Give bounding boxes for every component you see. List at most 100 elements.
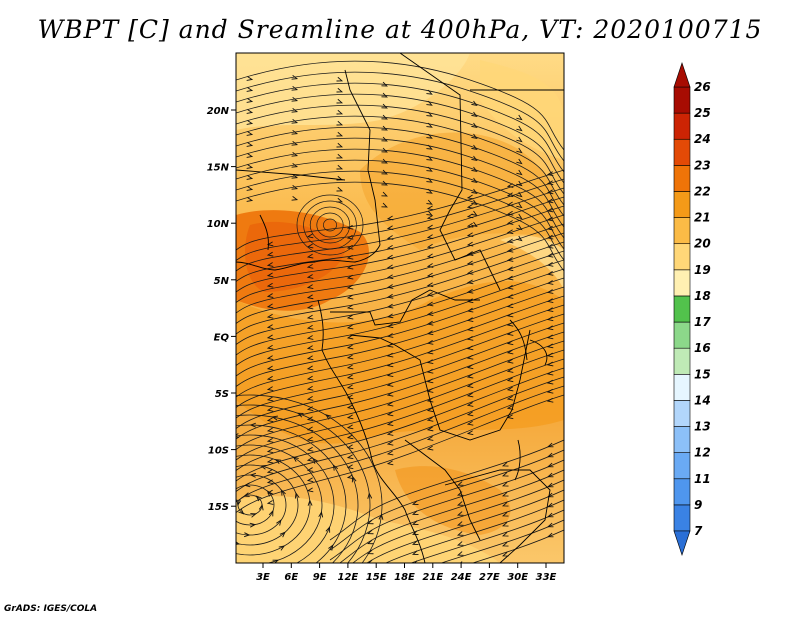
- streamline-arrow: [325, 564, 331, 570]
- streamline-arrow: [546, 397, 554, 403]
- streamline-arrow: [506, 192, 514, 198]
- streamline-arrow: [246, 109, 254, 114]
- colorbar-label: 19: [694, 263, 711, 277]
- border-sudan-libya: [399, 53, 501, 291]
- streamline-arrow: [366, 529, 374, 535]
- lon-tick-label: 12E: [338, 572, 359, 583]
- colorbar-segment: [673, 452, 691, 480]
- streamline-arrow: [546, 442, 554, 448]
- streamline-arrow: [426, 144, 433, 150]
- streamline-arrow: [426, 436, 434, 441]
- lon-tick-label: 24E: [451, 572, 472, 583]
- streamline-arrow: [386, 391, 394, 397]
- streamline-arrow: [386, 225, 394, 231]
- streamline-arrow: [381, 81, 388, 87]
- streamline-arrow: [501, 471, 509, 477]
- streamline: [236, 241, 564, 335]
- streamline-arrow: [426, 407, 434, 413]
- streamline-arrow: [346, 304, 354, 310]
- streamline-arrow: [306, 467, 314, 472]
- streamline-arrow: [506, 210, 514, 216]
- streamline-arrow: [266, 500, 274, 505]
- streamline-arrow: [426, 416, 434, 422]
- streamline-arrow: [258, 503, 264, 511]
- streamline-arrow: [386, 333, 394, 338]
- streamline-arrow: [336, 76, 344, 82]
- streamline-arrow: [306, 477, 314, 483]
- colorbar-segment: [673, 112, 691, 140]
- streamline-arrow: [506, 284, 514, 290]
- streamline-arrow: [386, 411, 394, 417]
- streamline-arrow: [506, 405, 514, 410]
- streamline-arrow: [366, 539, 374, 545]
- colorbar-label: 25: [694, 106, 711, 120]
- streamline-arrow: [306, 243, 314, 249]
- streamline-arrow: [471, 210, 478, 216]
- border-central-africa: [330, 289, 480, 326]
- streamline-arrow: [516, 125, 523, 132]
- streamline-arrow: [346, 394, 354, 400]
- streamline-arrow: [411, 510, 419, 515]
- colorbar-label: 21: [694, 211, 711, 225]
- streamline-arrow: [266, 427, 274, 433]
- streamline-arrow: [266, 386, 274, 392]
- streamline-arrow: [336, 164, 344, 170]
- streamline: [236, 82, 564, 173]
- streamline-arrow: [249, 422, 257, 428]
- streamline-arrow: [426, 224, 434, 230]
- country-borders: [236, 53, 564, 563]
- streamline-arrow: [546, 472, 554, 478]
- streamline-arrow: [243, 492, 250, 497]
- streamline: [236, 340, 564, 450]
- streamline-arrow: [466, 383, 474, 388]
- streamline-arrow: [162, 539, 168, 545]
- shade-22-south: [395, 466, 511, 535]
- streamline-arrow: [386, 244, 394, 250]
- colorbar-label: 15: [694, 367, 711, 381]
- streamline-arrow: [466, 336, 474, 341]
- colorbar-segment: [673, 86, 691, 114]
- streamline-arrow: [386, 215, 394, 221]
- colorbar-label: 16: [694, 341, 711, 355]
- colorbar-label: 11: [694, 472, 711, 486]
- streamline-arrow: [426, 426, 434, 432]
- streamline-arrow: [182, 546, 188, 552]
- streamline-arrow: [266, 344, 274, 350]
- streamline-arrow: [546, 502, 554, 508]
- streamline-arrow: [346, 284, 354, 290]
- streamline: [236, 104, 564, 195]
- streamline-arrow: [506, 331, 514, 336]
- streamline-arrow: [546, 532, 554, 538]
- streamline-arrow: [266, 262, 274, 267]
- lat-tick-label: 10S: [208, 446, 229, 457]
- lat-tick-label: 5S: [215, 389, 229, 400]
- streamline-arrow: [336, 142, 344, 148]
- streamline-arrow: [367, 600, 373, 605]
- streamline-arrow: [426, 320, 434, 326]
- streamline-arrow: [501, 481, 509, 487]
- streamline-arrow: [426, 272, 434, 278]
- streamline-arrow: [456, 511, 464, 516]
- chart-title: WBPT [C] and Sreamline at 400hPa, VT: 20…: [38, 15, 763, 44]
- streamline-arrow: [506, 312, 514, 318]
- streamline-arrow: [426, 311, 434, 316]
- streamline-arrow: [291, 163, 299, 168]
- streamline-arrow: [506, 368, 514, 373]
- lat-tick-label: 10N: [207, 219, 230, 230]
- streamline-arrow: [546, 307, 554, 313]
- streamline-arrow: [386, 460, 394, 466]
- streamline-arrow: [169, 591, 175, 597]
- streamline-arrow: [386, 323, 394, 329]
- colorbar-label: 18: [694, 289, 711, 303]
- streamline-arrow: [386, 372, 394, 378]
- colorbar-max-triangle: [673, 62, 691, 88]
- streamline-arrow: [214, 514, 220, 520]
- streamline-arrow: [516, 158, 523, 165]
- border-angola-zambia: [404, 439, 481, 541]
- streamline-arrow: [177, 493, 182, 499]
- streamline-arrow: [506, 349, 514, 355]
- streamline-arrow: [546, 207, 554, 213]
- colorbar-segment: [673, 217, 691, 245]
- streamline-arrow: [346, 374, 354, 380]
- lon-tick-label: 33E: [536, 572, 557, 583]
